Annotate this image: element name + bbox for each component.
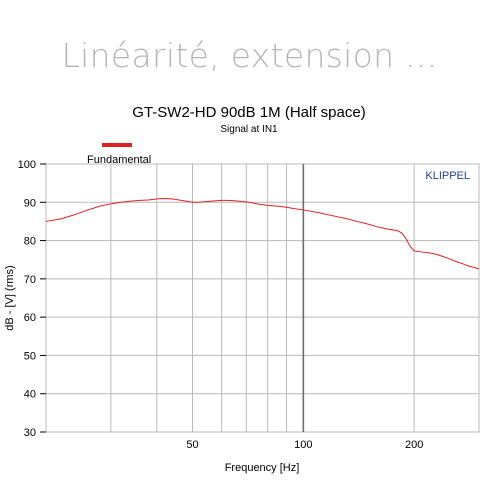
y-tick-label: 90 <box>24 197 36 209</box>
slide-heading: Linéarité, extension ... <box>61 36 438 75</box>
grid-lines <box>46 164 479 432</box>
chart-subtitle: Signal at IN1 <box>220 124 278 135</box>
x-axis-label: Frequency [Hz] <box>225 462 300 474</box>
y-tick-label: 60 <box>24 312 36 324</box>
y-tick-label: 40 <box>24 389 36 401</box>
legend-label: Fundamental <box>87 154 151 166</box>
fundamental-series-line <box>45 197 480 270</box>
y-tick-label: 100 <box>18 159 36 171</box>
x-tick-labels: 50 100 200 <box>186 439 423 451</box>
chart-title: GT-SW2-HD 90dB 1M (Half space) <box>132 104 365 121</box>
klippel-brand-label: KLIPPEL <box>425 170 470 182</box>
y-tick-label: 80 <box>24 236 36 248</box>
x-tick-label: 100 <box>294 439 312 451</box>
x-tick-label: 200 <box>405 439 423 451</box>
y-tick-label: 50 <box>24 350 36 362</box>
y-tick-label: 30 <box>24 427 36 439</box>
plot-frame <box>45 163 480 433</box>
y-tick-labels: 30 40 50 60 70 80 90 100 <box>18 159 46 439</box>
y-axis-label: dB - [V] (rms) <box>4 265 16 330</box>
y-tick-label: 70 <box>24 274 36 286</box>
x-tick-label: 50 <box>186 439 198 451</box>
